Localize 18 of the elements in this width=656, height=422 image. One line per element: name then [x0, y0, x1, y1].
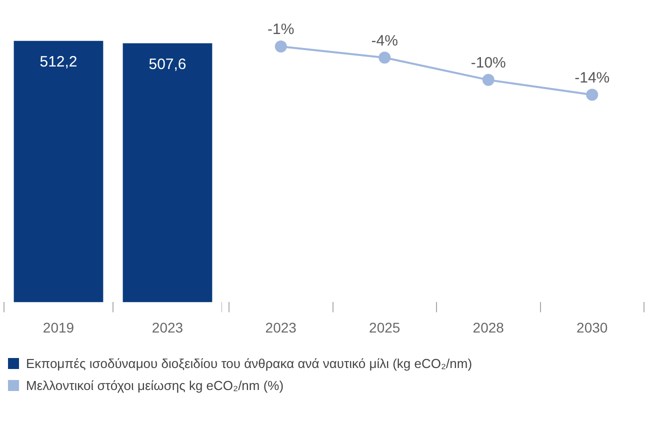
point	[274, 40, 287, 53]
data-label: -14%	[574, 69, 610, 86]
data-label: 512,2	[40, 54, 78, 71]
x-tick-label: 2023	[265, 319, 297, 336]
x-tick-label: 2023	[152, 319, 184, 336]
point	[586, 88, 598, 101]
data-label: 507,6	[148, 56, 186, 73]
point	[378, 52, 391, 64]
legend-label: Μελλοντικοί στόχοι μείωσης kg eCO₂/nm (%)	[26, 378, 284, 392]
x-tick-label: 2025	[369, 319, 400, 336]
data-label: -10%	[470, 54, 506, 72]
x-tick-label: 2030	[576, 319, 608, 336]
point	[482, 74, 494, 86]
x-tick-label: 2019	[42, 319, 74, 336]
data-label: -4%	[371, 32, 398, 50]
data-label: -1%	[268, 21, 294, 38]
x-tick-label: 2028	[472, 319, 504, 336]
legend-label: Εκπομπές ισοδύναμου διοξειδίου του άνθρακα ανά ναυτικό μίλι (kg eCO₂/nm)	[26, 356, 472, 370]
